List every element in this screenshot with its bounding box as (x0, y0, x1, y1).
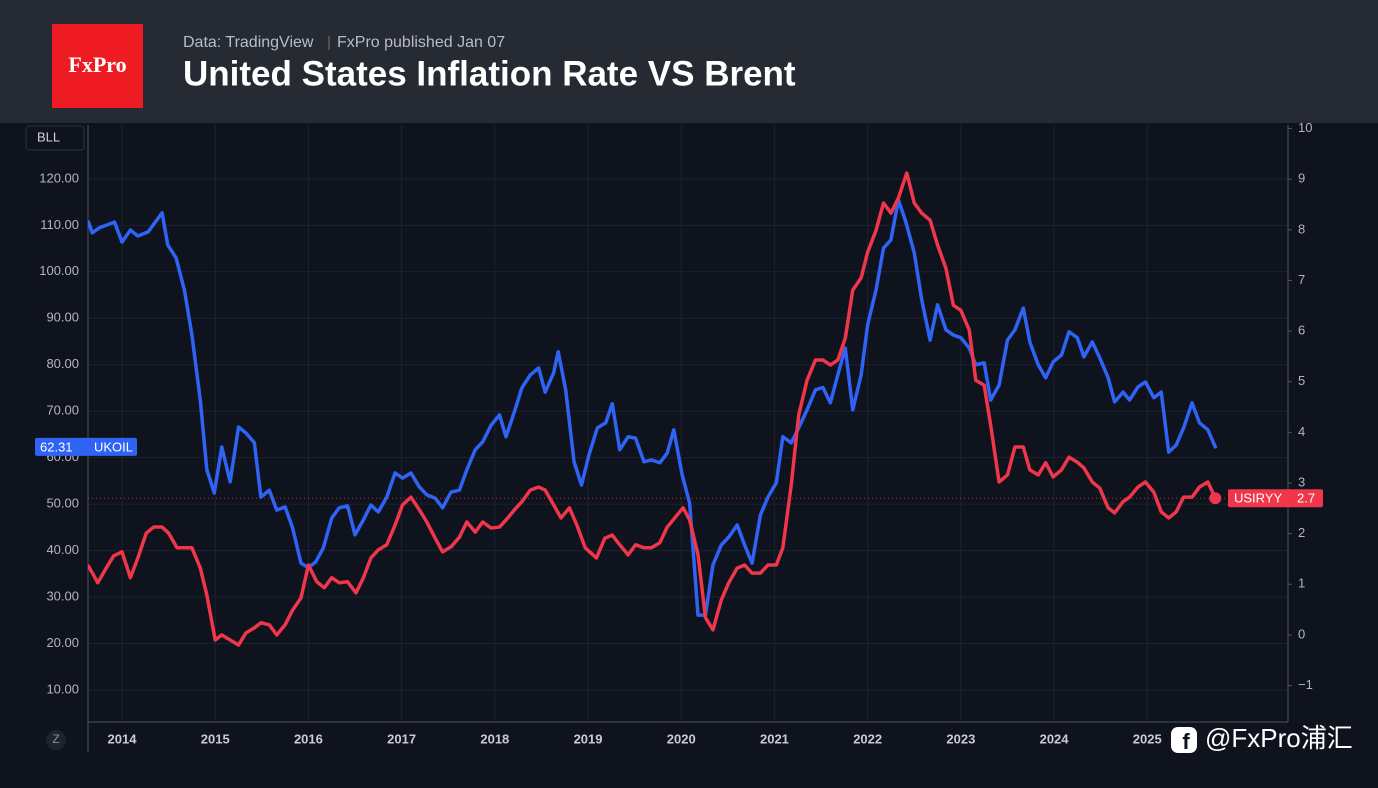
watermark-icon: f (1171, 727, 1197, 754)
y-tick-label: 10.00 (46, 681, 79, 696)
axis-label-box (25, 125, 85, 151)
badge-name: UKOIL (94, 439, 133, 454)
header-bar (0, 0, 1378, 123)
badge-value: 2.7 (1297, 491, 1315, 506)
source: Data: TradingView (183, 34, 314, 51)
badge-value: 62.31 (40, 439, 73, 454)
x-tick-label: 2022 (853, 731, 882, 746)
y-tick-label: 100.00 (39, 263, 79, 278)
badge (35, 437, 137, 456)
badge-name: USIRYY (1234, 491, 1282, 506)
y2-tick-label: 0 (1298, 626, 1305, 641)
chart-title: United States Inflation Rate VS Brent (183, 54, 796, 93)
x-tick-label: 2023 (946, 731, 975, 746)
y2-tick-label: −1 (1298, 677, 1313, 692)
logo-box (52, 24, 143, 108)
y-tick-label: 40.00 (46, 542, 79, 557)
y2-tick-label: 3 (1298, 474, 1305, 489)
y-tick-label: 30.00 (46, 588, 79, 603)
y-tick-label: 110.00 (40, 217, 79, 232)
y2-tick-label: 10 (1298, 120, 1312, 135)
series-line (88, 171, 1218, 647)
x-tick-label: 2017 (387, 731, 416, 746)
y-tick-label: 90.00 (46, 310, 79, 325)
series-line (88, 198, 1218, 617)
y-tick-label: 80.00 (46, 356, 79, 371)
last-point (1209, 492, 1222, 505)
x-tick-label: 2019 (574, 731, 603, 746)
y2-tick-label: 2 (1298, 525, 1305, 540)
y2-tick-label: 4 (1298, 424, 1305, 439)
x-tick-label: 2024 (1040, 731, 1070, 746)
y-tick-label: 70.00 (46, 403, 79, 418)
logo: FxPro (68, 52, 126, 77)
zoom-button[interactable]: Z (52, 732, 59, 746)
x-tick-label: 2025 (1133, 731, 1162, 746)
y2-tick-label: 7 (1298, 272, 1305, 287)
plot-area (88, 171, 1218, 647)
y-tick-label: 120.00 (39, 170, 79, 185)
x-tick-label: 2021 (760, 731, 789, 746)
x-tick-label: 2020 (667, 731, 696, 746)
svg-text:f: f (1182, 729, 1190, 754)
y2-tick-label: 8 (1298, 221, 1305, 236)
y-tick-label: 50.00 (46, 496, 79, 511)
x-tick-label: 2016 (294, 731, 323, 746)
zoom-button-bg[interactable] (46, 730, 66, 750)
y2-tick-label: 5 (1298, 373, 1305, 388)
watermark: @FxPro浦汇 (1205, 723, 1353, 753)
y-axis-label: BLL (37, 129, 60, 144)
x-tick-label: 2015 (201, 731, 230, 746)
badge (1228, 489, 1323, 508)
x-tick-label: 2014 (108, 731, 138, 746)
x-tick-label: 2018 (480, 731, 509, 746)
y2-tick-label: 6 (1298, 323, 1305, 338)
y2-tick-label: 9 (1298, 171, 1305, 186)
y-tick-label: 20.00 (46, 635, 79, 650)
y2-tick-label: 1 (1298, 576, 1305, 591)
published: FxPro published Jan 07 (337, 34, 505, 51)
